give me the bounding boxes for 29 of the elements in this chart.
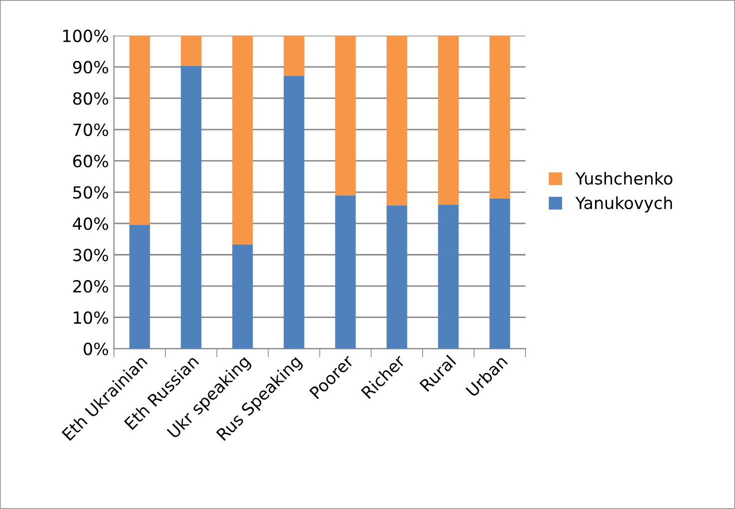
y-tick-label: 30%	[73, 248, 108, 262]
bar	[490, 198, 510, 349]
bar	[335, 36, 356, 196]
y-tick-label: 100%	[63, 30, 108, 42]
bar	[232, 36, 253, 244]
legend-label: Yanukovych	[575, 196, 672, 212]
bar	[180, 66, 202, 349]
y-tick-label: 80%	[73, 92, 108, 105]
y-tick-label: 50%	[73, 186, 108, 199]
bar	[284, 76, 304, 349]
bar	[232, 244, 253, 349]
bar	[284, 36, 304, 76]
y-tick-label: 70%	[73, 124, 108, 136]
bar	[386, 36, 408, 206]
y-tick-label: 20%	[73, 280, 108, 293]
legend-label: Yushchenko	[575, 172, 672, 185]
bar	[438, 36, 459, 205]
bar	[335, 195, 356, 349]
y-tick-label: 10%	[74, 311, 108, 324]
bar	[129, 225, 150, 349]
bar	[386, 205, 408, 349]
bar	[490, 36, 510, 198]
y-tick-label: 0%	[84, 342, 108, 356]
bar	[129, 36, 150, 226]
y-tick-label: 40%	[72, 217, 108, 230]
bar	[180, 36, 202, 66]
bar	[438, 204, 459, 349]
y-tick-label: 60%	[73, 154, 108, 168]
y-tick-label: 90%	[73, 60, 108, 74]
